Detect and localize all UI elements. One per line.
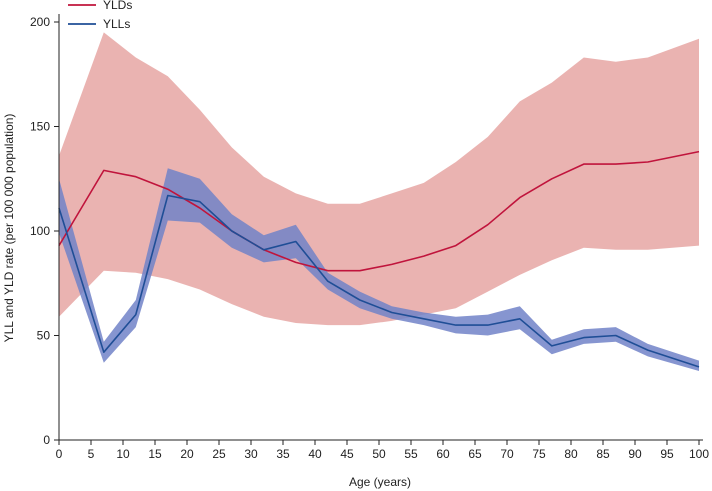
x-tick-label: 50 bbox=[372, 447, 386, 461]
y-tick-label: 50 bbox=[37, 329, 51, 343]
ylds-series-line bbox=[58, 150, 700, 272]
legend-label-ylds: YLDs bbox=[103, 0, 132, 12]
x-tick-label: 35 bbox=[276, 447, 290, 461]
x-tick-label: 0 bbox=[56, 447, 63, 461]
ylls-series-line bbox=[58, 194, 700, 368]
x-tick-label: 30 bbox=[244, 447, 258, 461]
legend-label-ylls: YLLs bbox=[103, 17, 130, 31]
axes: 0 5 10 15 20 25 30 35 40 45 50 55 60 65 70 75 80 85 90 95 10… bbox=[30, 14, 709, 461]
x-tick-label: 5 bbox=[88, 447, 95, 461]
x-tick-label: 15 bbox=[148, 447, 162, 461]
y-tick-label: 0 bbox=[43, 433, 50, 447]
series-lines bbox=[58, 150, 700, 368]
y-tick-label: 200 bbox=[30, 15, 50, 29]
x-axis-title: Age (years) bbox=[349, 475, 411, 489]
x-tick-label: 95 bbox=[660, 447, 674, 461]
y-axis-title: YLL and YLD rate (per 100 000 population… bbox=[2, 114, 16, 343]
uncertainty-bands bbox=[59, 32, 699, 371]
x-tick-label: 10 bbox=[116, 447, 130, 461]
x-tick-label: 40 bbox=[308, 447, 322, 461]
x-tick-label: 90 bbox=[628, 447, 642, 461]
x-tick-label: 80 bbox=[564, 447, 578, 461]
x-tick-label: 20 bbox=[180, 447, 194, 461]
x-tick-label: 75 bbox=[532, 447, 546, 461]
x-tick-label: 55 bbox=[404, 447, 418, 461]
y-tick-label: 100 bbox=[30, 224, 50, 238]
x-tick-label: 45 bbox=[340, 447, 354, 461]
x-tick-label: 65 bbox=[468, 447, 482, 461]
y-tick-label: 150 bbox=[30, 120, 50, 134]
ylds-uncertainty-band bbox=[59, 32, 699, 326]
x-tick-label: 85 bbox=[596, 447, 610, 461]
x-tick-label: 60 bbox=[436, 447, 450, 461]
x-tick-label: 100 bbox=[689, 447, 709, 461]
x-tick-label: 70 bbox=[500, 447, 514, 461]
legend: YLDs YLLs bbox=[68, 0, 132, 31]
x-tick-label: 25 bbox=[212, 447, 226, 461]
